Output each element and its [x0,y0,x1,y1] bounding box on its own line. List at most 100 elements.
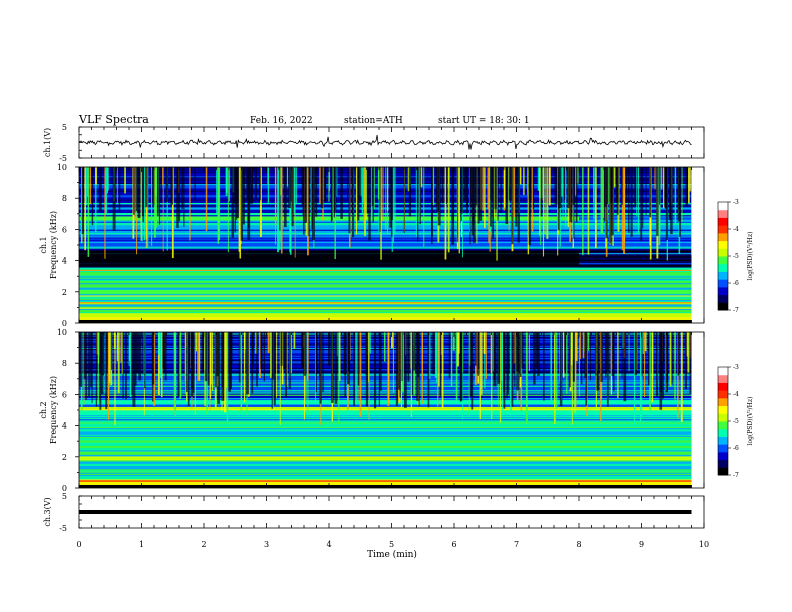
sferic-streak [189,167,191,241]
spectrogram-row [79,214,692,217]
spectral-gap [328,332,331,366]
sferic-streak [487,167,489,210]
sferic-streak [401,332,404,392]
spectral-gap [303,332,307,376]
spectrogram-row [79,443,692,445]
sferic-streak [482,167,485,211]
sferic-streak [195,332,197,352]
sferic-streak [197,332,200,382]
sferic-streak [243,332,246,402]
sferic-streak [217,167,220,244]
spectral-gap [543,332,545,401]
spectral-gap [301,332,304,368]
sferic-streak [523,167,525,195]
sferic-streak [488,167,490,244]
spectral-gap [679,167,681,237]
spectral-gap [389,167,392,228]
spectrogram-row [79,240,692,242]
sferic-streak [159,332,160,380]
colorbar-ch2: -3 -4 -5 -6 -7 log(PSD)(V²/Hz) [717,364,754,479]
colorbar-tick-label: -4 [733,391,739,398]
spectrogram-row [79,278,692,280]
spectrogram-row [79,375,692,377]
spectrogram-row [79,378,692,381]
sferic-streak [462,332,464,420]
spectrogram-row [79,442,692,444]
spectral-gap [202,332,204,372]
spectrogram-row [79,174,692,177]
spectral-gap [133,167,135,215]
spectral-gap [343,332,347,375]
spectral-gap [494,167,497,210]
spectrogram-row [79,306,692,308]
ch1-spectrogram-panel: 0 2 4 6 8 10 ch.1 Frequency (kHz) [39,163,705,328]
spectral-gap [519,332,522,378]
spectrogram-row [79,436,692,439]
sferic-streak [587,167,590,255]
sferic-streak [540,167,542,246]
spectrogram-row [79,305,692,307]
spectral-gap [505,167,509,224]
spectral-gap [181,167,184,210]
spectral-gap [357,332,360,386]
spectral-gap [246,332,250,395]
spectrogram-row [79,425,692,428]
spectral-gap [330,167,333,223]
spectrogram-row [79,233,692,236]
sferic-streak [338,332,341,382]
sferic-streak [525,332,528,424]
spectral-gap [271,332,275,380]
sferic-streak [574,332,576,413]
spectrogram-row [79,272,692,275]
sferic-streak [461,332,464,373]
y-tick-label: 0 [62,484,67,493]
spectral-gap [445,167,448,204]
sferic-streak [434,332,437,378]
sferic-streak [89,167,92,204]
spectral-gap [515,167,518,227]
sferic-streak [610,332,613,395]
spectrogram-row [79,450,692,452]
spectrogram-row [79,300,692,303]
spectral-gap [320,167,324,209]
spectral-gap [411,332,414,396]
spectrogram-row [79,387,692,390]
sferic-streak [147,167,149,248]
spectrogram-row [79,185,692,188]
sferic-streak [161,332,163,398]
no-data-region [691,332,704,488]
spectral-gap [358,167,361,200]
spectral-gap [616,167,619,215]
colorbar-swatch [718,294,728,303]
spectrogram-row [79,434,692,436]
spectral-gap [634,167,637,207]
sferic-streak [642,332,644,355]
spectrogram-row [79,363,692,365]
figure-title: VLF Spectra [78,113,149,126]
sferic-streak [663,167,665,209]
sferic-streak [363,167,365,203]
spectral-gap [497,167,499,221]
spectral-gap [441,167,444,204]
spectral-gap [105,332,108,410]
spectral-gap [659,167,661,205]
spectrogram-row [79,243,692,246]
spectral-gap [573,332,575,382]
sferic-streak [394,167,396,235]
colorbar-tick-label: -3 [733,364,739,371]
spectral-gap [207,332,210,386]
spectral-gap [603,167,606,222]
spectral-gap [373,332,377,409]
sferic-streak [561,167,563,197]
sferic-streak [86,167,89,197]
sferic-streak [658,167,661,246]
sferic-streak [455,332,458,401]
sferic-streak [385,167,387,230]
spectrogram-row [79,168,692,170]
spectrogram-row [79,447,692,450]
sferic-streak [432,167,435,206]
sferic-streak [140,167,142,241]
sferic-streak [267,167,270,205]
sferic-streak [157,332,160,395]
sferic-streak [575,332,577,409]
